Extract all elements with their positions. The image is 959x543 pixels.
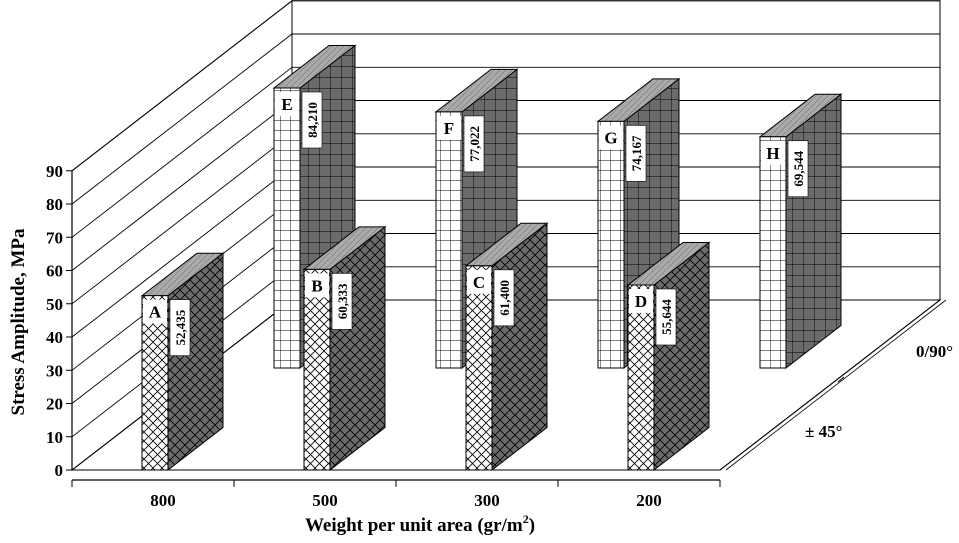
bar-pm45: D 55,644: [626, 241, 711, 472]
bar-value-label: 74,167: [629, 135, 644, 171]
letter-label-bg: [275, 92, 299, 117]
bar-letter-label: C: [473, 273, 485, 292]
bar-0-90: H 69,544: [758, 93, 843, 370]
depth-label: ± 45°: [805, 422, 842, 441]
y-tick-label: 10: [46, 428, 63, 447]
y-tick-label: 80: [46, 195, 63, 214]
bar-letter-label: H: [766, 144, 779, 163]
value-label-bg: [331, 273, 353, 330]
y-tick-label: 0: [55, 461, 64, 480]
value-label-bg: [463, 115, 485, 173]
bar-letter-label: D: [635, 292, 647, 311]
gridline: [71, 66, 940, 238]
bar-pm45: C 61,400: [464, 222, 549, 472]
letter-label-bg: [467, 269, 491, 294]
x-tick-label: 300: [474, 491, 500, 510]
value-label-bg: [655, 288, 677, 346]
bar-value-label: 61,400: [497, 280, 512, 316]
bar-0-90-side: [785, 93, 842, 370]
y-axis-label: Stress Amplitude, MPa: [8, 228, 29, 416]
bar-value-label: 52,435: [173, 309, 188, 345]
x-tick-label: 200: [636, 491, 662, 510]
bar-pm45: B 60,333: [302, 225, 387, 472]
bar-0-90-front: [435, 111, 463, 369]
bar-value-label: 77,022: [467, 126, 482, 162]
y-tick-label: 30: [46, 361, 63, 380]
bar-pm45-front: [465, 265, 493, 471]
y-tick-label: 20: [46, 395, 63, 414]
bar-0-90-front: [759, 136, 787, 369]
x-axis-label: Weight per unit area (gr/m2): [305, 512, 535, 536]
gridline: [71, 0, 940, 172]
depth-axis-line: [719, 299, 941, 471]
value-label-bg: [301, 91, 323, 149]
value-label-bg: [787, 140, 809, 198]
letter-label-bg: [629, 288, 653, 313]
depth-tick-mark: [837, 376, 845, 383]
bar-pm45-front: [141, 295, 169, 471]
bar-value-label: 69,544: [791, 150, 806, 186]
bar-value-label: 55,644: [659, 299, 674, 335]
letter-label-bg: [599, 125, 623, 150]
gridline: [71, 33, 940, 205]
x-tick-label: 500: [312, 491, 338, 510]
x-tick-label: 800: [150, 491, 176, 510]
y-tick-label: 50: [46, 295, 63, 314]
bar-value-label: 60,333: [335, 283, 350, 319]
value-label-bg: [625, 125, 647, 182]
bar-0-90-front: [273, 87, 301, 369]
value-label-bg: [493, 269, 515, 327]
bar-pm45-front: [627, 284, 655, 471]
depth-axis-line-outer: [725, 299, 947, 471]
y-tick-label: 40: [46, 328, 63, 347]
y-tick-label: 70: [46, 228, 63, 247]
y-tick-label: 60: [46, 262, 63, 281]
bar-letter-label: B: [311, 276, 322, 295]
letter-label-bg: [761, 140, 785, 165]
chart-bars: E 84,210 F 77,022 G 74,167 H 69,544 A 52,435 B 60,3…: [140, 44, 843, 472]
bar-letter-label: F: [444, 119, 454, 138]
depth-label: 0/90°: [916, 342, 953, 361]
bar-pm45-front: [303, 268, 331, 471]
bar-letter-label: E: [281, 95, 292, 114]
y-tick-label: 90: [46, 162, 63, 181]
value-label-bg: [169, 299, 191, 356]
letter-label-bg: [143, 299, 167, 324]
letter-label-bg: [305, 273, 329, 298]
bar-0-90-front: [597, 120, 625, 369]
letter-label-bg: [437, 115, 461, 140]
bar-pm45: A 52,435: [140, 252, 225, 472]
chart-labels: 800 500 300 200 0/90° ± 45°: [150, 342, 953, 510]
bar-pm45-side: [491, 222, 548, 472]
bar-value-label: 84,210: [305, 102, 320, 138]
bar-letter-label: A: [149, 303, 162, 322]
bar-letter-label: G: [604, 128, 617, 147]
